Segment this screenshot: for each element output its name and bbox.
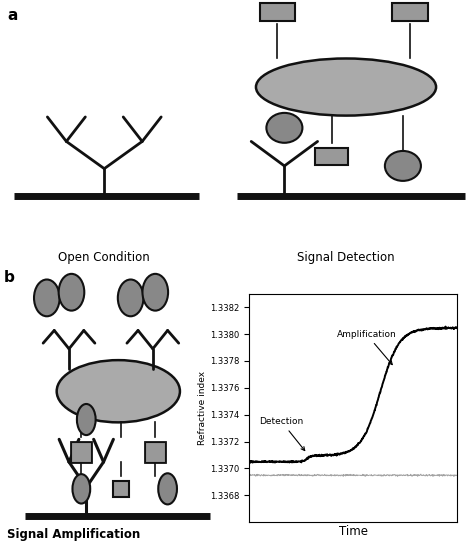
Ellipse shape [57,360,180,422]
Y-axis label: Refractive index: Refractive index [198,371,207,445]
Text: Open Condition: Open Condition [58,251,150,264]
Bar [72,442,91,462]
Text: a: a [7,8,18,23]
Bar [315,149,348,164]
X-axis label: Time: Time [338,525,368,538]
Bar [392,3,428,21]
Bar [113,481,129,497]
Ellipse shape [73,474,90,504]
Text: Detection: Detection [259,417,305,450]
Ellipse shape [143,274,168,311]
Bar [259,3,295,21]
Ellipse shape [59,274,84,311]
Ellipse shape [34,280,60,316]
Bar [72,442,91,462]
Ellipse shape [256,58,436,115]
Text: Amplification: Amplification [337,330,396,364]
Ellipse shape [77,404,96,435]
Ellipse shape [118,280,144,316]
Bar [146,442,165,462]
Text: Signal Amplification: Signal Amplification [7,528,141,541]
Text: Signal Detection: Signal Detection [297,251,395,264]
Ellipse shape [385,151,421,181]
Bar [146,442,165,462]
Ellipse shape [158,473,177,504]
Ellipse shape [266,113,302,143]
Text: b: b [4,270,15,285]
